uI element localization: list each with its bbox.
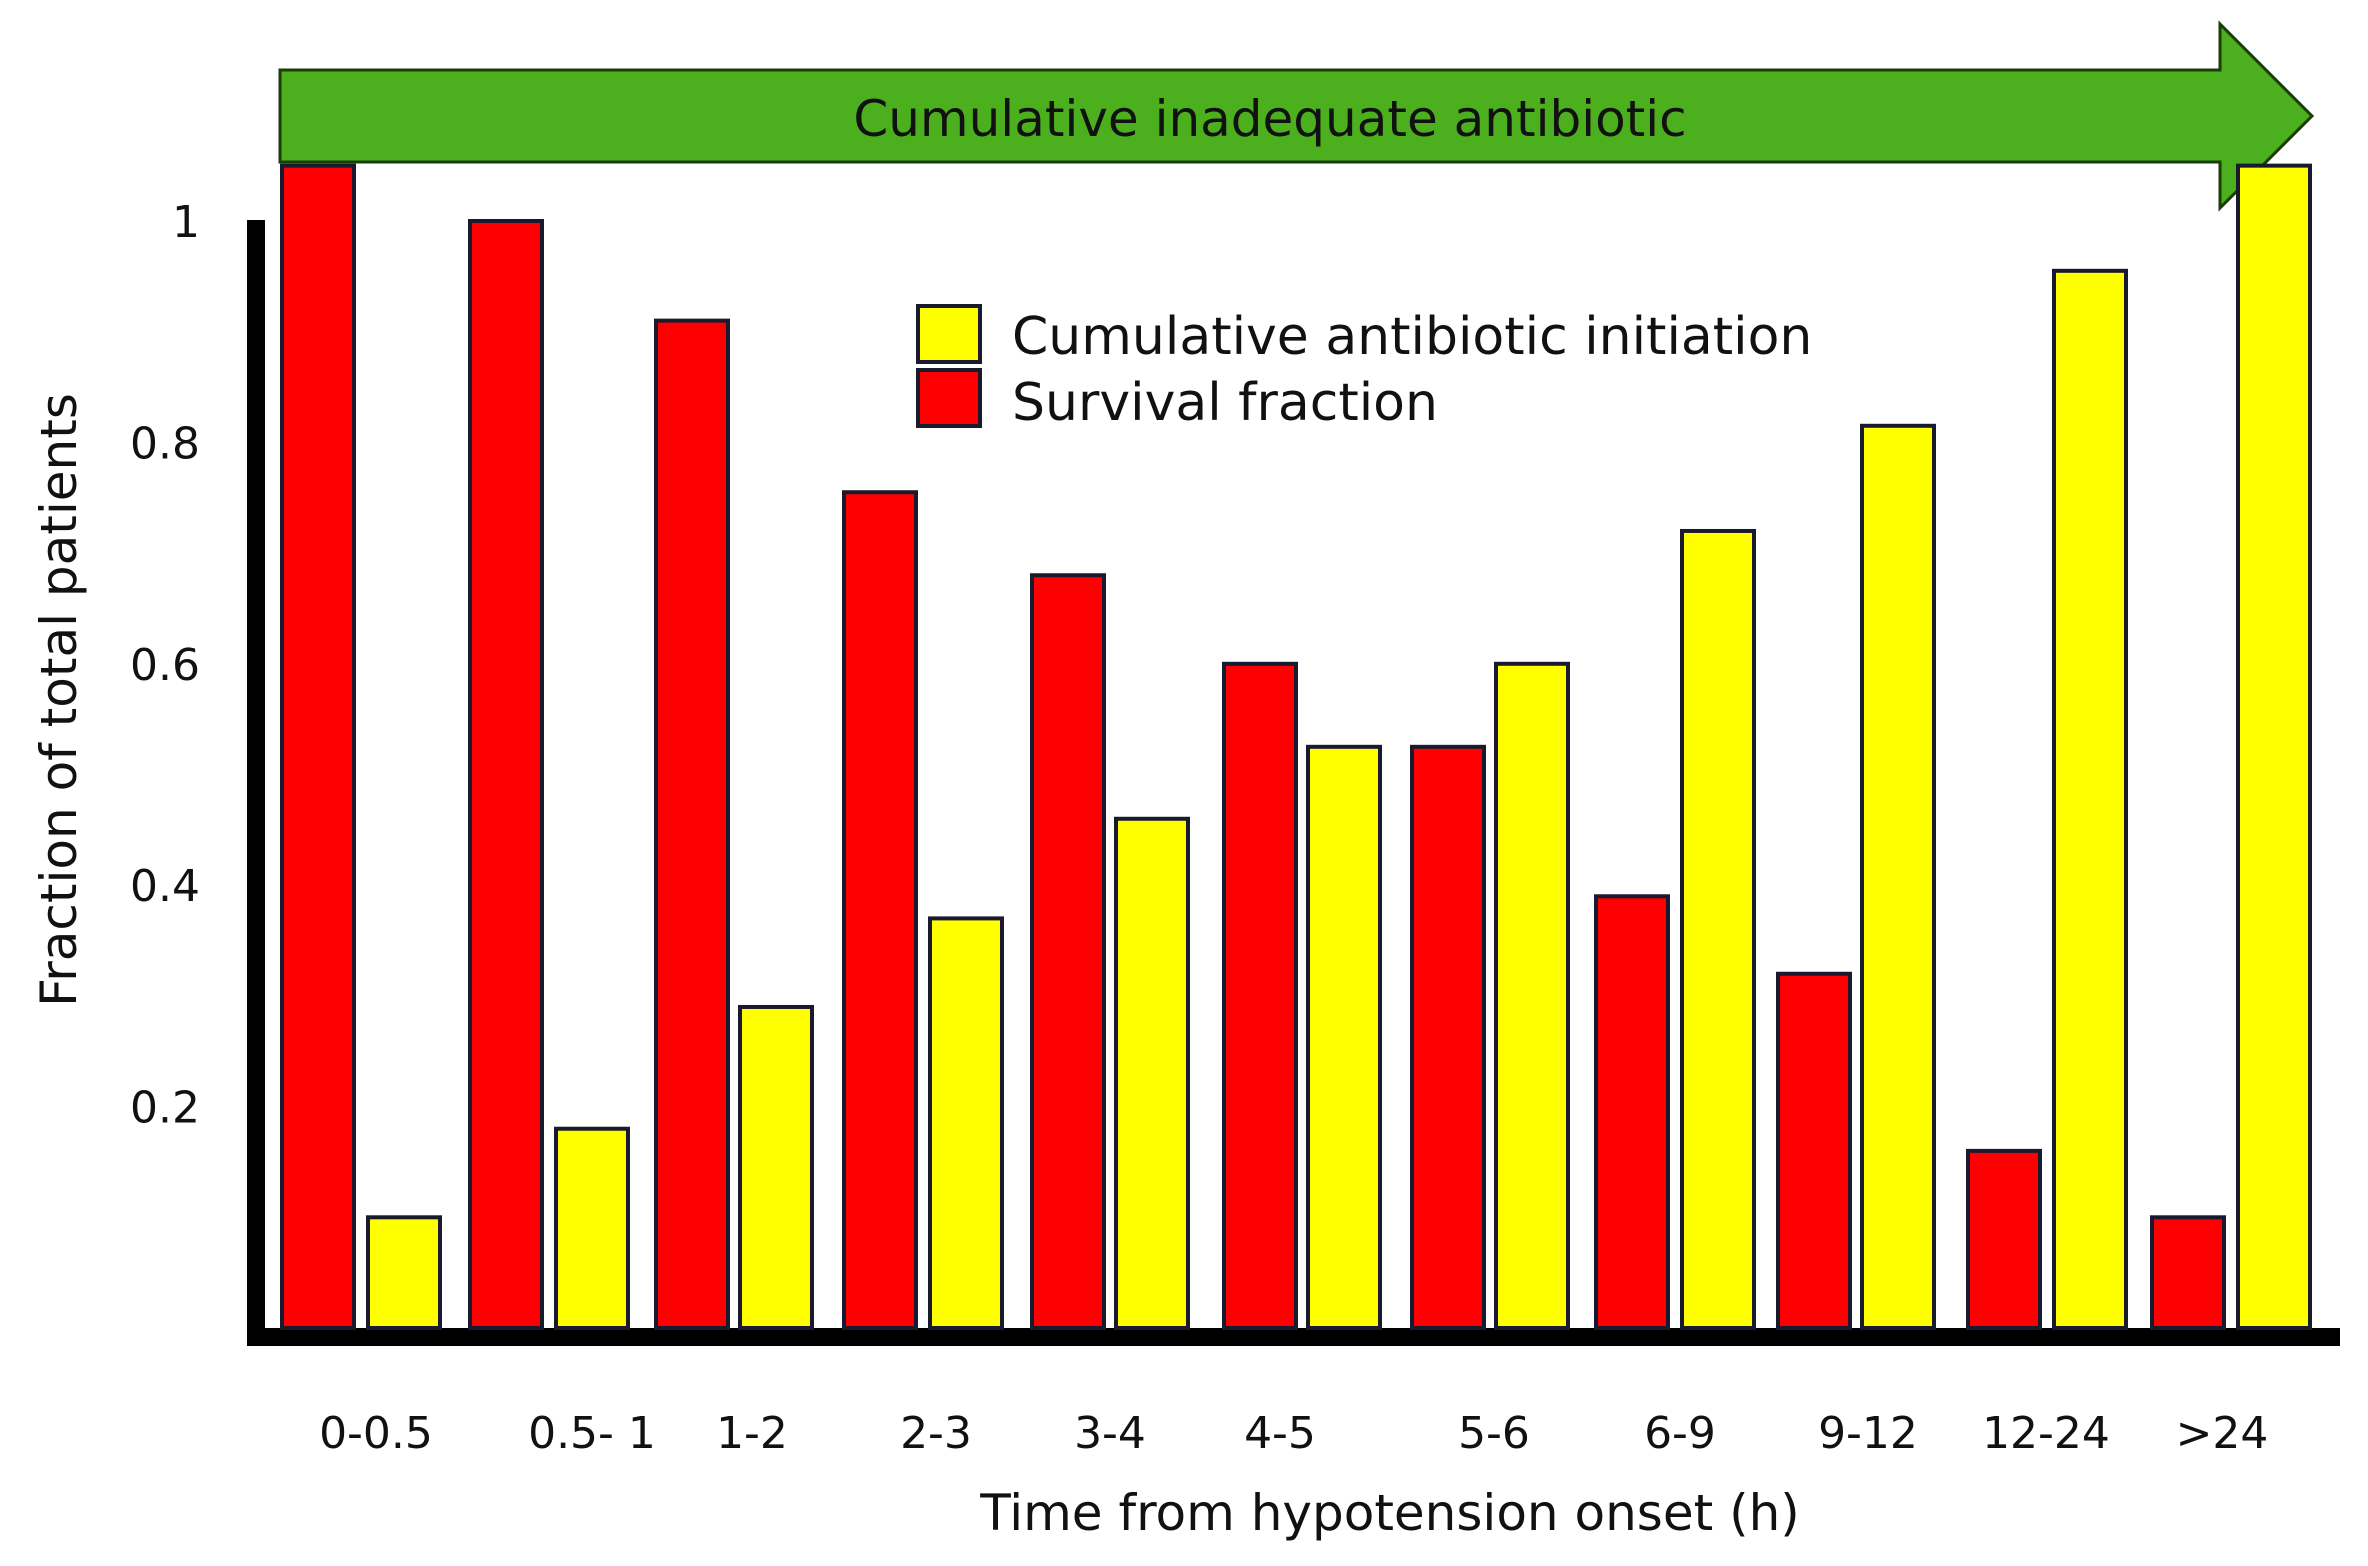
y-tick-label: 0.4 <box>130 861 200 912</box>
bar-cumulative-antibiotic-initiation-10 <box>2052 268 2128 1331</box>
y-tick-label: 1 <box>172 197 200 248</box>
legend: Cumulative antibiotic initiation Surviva… <box>916 304 1812 433</box>
x-axis-title: Time from hypotension onset (h) <box>979 1484 1800 1542</box>
y-tick-label: 0.8 <box>130 418 200 469</box>
bars-group <box>280 163 2312 1331</box>
bar-cumulative-antibiotic-initiation-5 <box>1114 816 1190 1331</box>
bar-survival-fraction-5 <box>1030 573 1106 1330</box>
x-tick-label: >24 <box>2176 1408 2269 1459</box>
bar-cumulative-antibiotic-initiation-7 <box>1494 661 1570 1330</box>
x-tick-label: 1-2 <box>716 1408 788 1459</box>
bar-survival-fraction-11 <box>2150 1215 2226 1331</box>
x-tick-label: 9-12 <box>1818 1408 1918 1459</box>
banner-text: Cumulative inadequate antibiotic <box>853 90 1686 148</box>
legend-swatch-cumulative-antibiotic-initiation <box>916 304 982 364</box>
y-tick-labels: 0.2 0.4 0.6 0.8 1 <box>130 197 200 1134</box>
x-tick-label: 0.5- 1 <box>528 1408 656 1459</box>
y-tick-label: 0.6 <box>130 640 200 691</box>
x-tick-label: 3-4 <box>1074 1408 1146 1459</box>
x-tick-label: 0-0.5 <box>319 1408 433 1459</box>
bar-survival-fraction-4 <box>842 490 918 1330</box>
bar-survival-fraction-2 <box>468 219 544 1330</box>
bar-cumulative-antibiotic-initiation-6 <box>1306 744 1382 1330</box>
x-tick-label: 5-6 <box>1458 1408 1530 1459</box>
x-tick-label: 6-9 <box>1644 1408 1716 1459</box>
x-tick-label: 12-24 <box>1982 1408 2110 1459</box>
bar-survival-fraction-10 <box>1966 1148 2042 1330</box>
legend-label-cumulative-antibiotic-initiation: Cumulative antibiotic initiation <box>1012 307 1812 367</box>
bar-survival-fraction-6 <box>1222 661 1298 1330</box>
bar-survival-fraction-1 <box>280 163 356 1330</box>
banner-arrow-shape <box>278 20 2315 212</box>
bar-cumulative-antibiotic-initiation-1 <box>366 1215 442 1331</box>
y-axis-title: Fraction of total patients <box>30 393 88 1007</box>
bar-survival-fraction-9 <box>1776 971 1852 1330</box>
x-tick-label: 4-5 <box>1244 1408 1316 1459</box>
bar-cumulative-antibiotic-initiation-9 <box>1860 423 1936 1331</box>
legend-swatch-survival-fraction <box>916 368 982 428</box>
bar-cumulative-antibiotic-initiation-4 <box>928 916 1004 1330</box>
x-tick-labels: 0-0.5 0.5- 1 1-2 2-3 3-4 4-5 5-6 6-9 9-12 12-24 >2… <box>319 1408 2268 1459</box>
bar-cumulative-antibiotic-initiation-2 <box>554 1126 630 1330</box>
bar-cumulative-antibiotic-initiation-11 <box>2236 163 2312 1330</box>
bar-survival-fraction-3 <box>654 318 730 1330</box>
bar-cumulative-antibiotic-initiation-3 <box>738 1004 814 1330</box>
y-tick-label: 0.2 <box>130 1083 200 1134</box>
bar-survival-fraction-8 <box>1594 894 1670 1331</box>
bar-survival-fraction-7 <box>1410 744 1486 1330</box>
legend-label-survival-fraction: Survival fraction <box>1012 373 1438 433</box>
banner-arrow: Cumulative inadequate antibiotic <box>278 20 2315 212</box>
x-tick-label: 2-3 <box>900 1408 972 1459</box>
bar-cumulative-antibiotic-initiation-8 <box>1680 528 1756 1330</box>
